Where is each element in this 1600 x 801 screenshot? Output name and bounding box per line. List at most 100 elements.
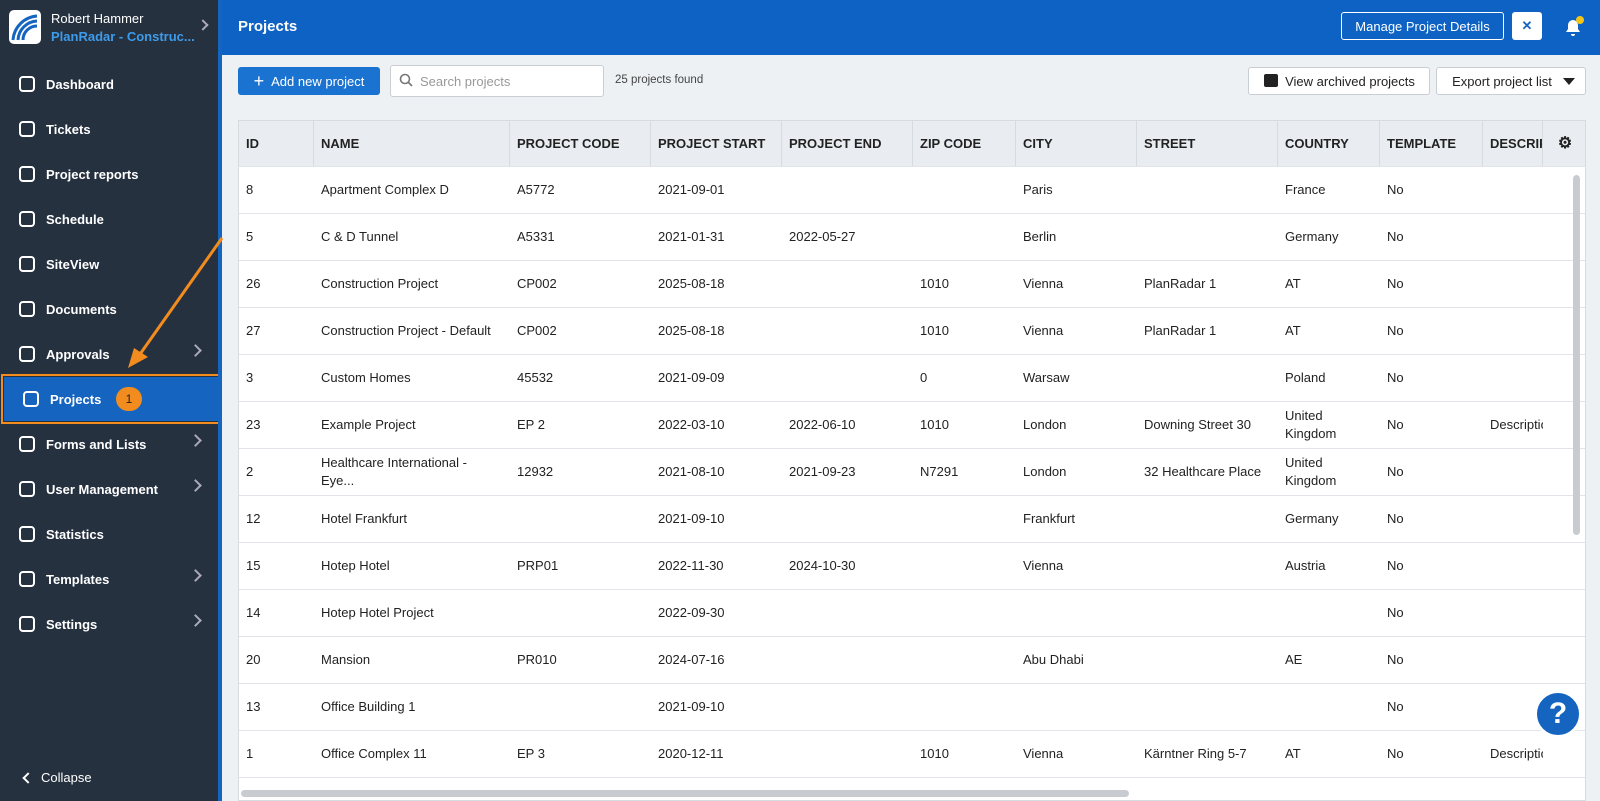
nav-item[interactable]: Forms and Lists (0, 422, 222, 466)
table-cell: 2021-09-01 (658, 182, 725, 197)
table-cell (1137, 637, 1278, 683)
table-row[interactable]: 3 Custom Homes 45532 2021-09-09 0 Warsaw Polan… (239, 355, 1585, 402)
column-header[interactable]: ZIP CODE (913, 121, 1016, 166)
nav-item[interactable]: Templates (0, 557, 222, 601)
nav-item[interactable]: Settings (0, 602, 222, 646)
table-cell: 2024-07-16 (658, 652, 725, 667)
table-header: ID NAME PROJECT CODE PROJECT START PROJECT E… (239, 121, 1585, 167)
divider (218, 0, 222, 801)
table-cell (782, 167, 913, 213)
column-header[interactable]: PROJECT START (651, 121, 782, 166)
table-cell: A5772 (517, 182, 555, 197)
nav-item[interactable]: Projects 1 (1, 374, 221, 424)
search-box[interactable]: Search projects (390, 65, 604, 97)
annotation (128, 237, 224, 368)
table-cell: 14 (246, 605, 261, 620)
export-caret (1563, 78, 1575, 91)
nav-badge: 1 (116, 387, 142, 411)
table-cell: No (1387, 511, 1404, 526)
table-row[interactable]: 2 Healthcare International - Eye... 12932 2… (239, 449, 1585, 496)
table-cell (913, 496, 1016, 542)
table-cell: Construction Project - Default (321, 323, 491, 338)
table-cell: 1010 (920, 276, 949, 291)
nav-item[interactable]: User Management (0, 467, 222, 511)
table-cell (1278, 684, 1380, 730)
table-cell: London (1023, 417, 1067, 432)
table-cell: Berlin (1023, 229, 1057, 244)
table-cell: C & D Tunnel (321, 229, 399, 244)
table-row[interactable]: 8 Apartment Complex D A5772 2021-09-01 Paris… (239, 167, 1585, 214)
table-cell: 12932 (517, 464, 554, 479)
table-cell: No (1387, 229, 1404, 244)
table-cell: AT (1285, 323, 1301, 338)
nav-item[interactable]: Tickets (0, 107, 222, 151)
table-row[interactable]: 13 Office Building 1 2021-09-10 No (239, 684, 1585, 731)
table-row[interactable]: 23 Example Project EP 2 2022-03-10 2022-06-1… (239, 402, 1585, 449)
add-project-button[interactable]: + Add new project (238, 67, 380, 95)
column-header[interactable]: DESCRIPTION (1483, 121, 1543, 166)
table-row[interactable]: 5 C & D Tunnel A5331 2021-01-31 2022-05-27 Be… (239, 214, 1585, 261)
table-row[interactable]: 1 Office Complex 11 EP 3 2020-12-11 1010 Vien… (239, 731, 1585, 778)
table-row[interactable]: 27 Construction Project - Default CP002 202… (239, 308, 1585, 355)
table-row[interactable]: 12 Hotel Frankfurt 2021-09-10 Frankfurt Germ… (239, 496, 1585, 543)
table-cell (782, 590, 913, 636)
table-cell (1137, 496, 1278, 542)
v-scrollbar (1573, 175, 1580, 535)
table-cell (1483, 496, 1543, 542)
table-row[interactable]: 15 Hotep Hotel PRP01 2022-11-30 2024-10-30 Vi… (239, 543, 1585, 590)
nav-label: Schedule (46, 211, 104, 227)
nav-icon (19, 256, 35, 272)
help-button[interactable]: ? (1534, 690, 1582, 738)
column-header[interactable]: ID (239, 121, 314, 166)
table-cell (913, 637, 1016, 683)
table-cell: 2022-09-30 (658, 605, 725, 620)
nav-item[interactable]: Schedule (0, 197, 222, 241)
column-header[interactable]: PROJECT CODE (510, 121, 651, 166)
export-button[interactable]: Export project list (1436, 67, 1586, 95)
table-cell: No (1387, 323, 1404, 338)
archived-button[interactable]: View archived projects (1248, 67, 1430, 95)
manage-button[interactable]: Manage Project Details (1341, 12, 1504, 40)
nav-item[interactable]: Approvals (0, 332, 222, 376)
table-cell (1483, 214, 1543, 260)
table-cell: Mansion (321, 652, 371, 667)
table-row[interactable]: 20 Mansion PR010 2024-07-16 Abu Dhabi AE No (239, 637, 1585, 684)
table-cell: 2 (246, 464, 254, 479)
app-icon[interactable]: ✕ (1512, 12, 1542, 40)
table-cell: 2024-10-30 (789, 558, 856, 573)
column-header[interactable]: CITY (1016, 121, 1137, 166)
table-cell: 15 (246, 558, 261, 573)
settings-icon[interactable]: ⚙ (1543, 121, 1585, 166)
table-cell: 45532 (517, 370, 554, 385)
table-cell (782, 731, 913, 777)
nav-item[interactable]: Documents (0, 287, 222, 331)
table-cell: 1010 (920, 746, 949, 761)
result-count: 25 projects found (615, 74, 704, 86)
column-header[interactable]: NAME (314, 121, 510, 166)
collapse[interactable]: Collapse (41, 770, 92, 785)
table-cell: Kärntner Ring 5-7 (1144, 746, 1247, 761)
table-row[interactable]: 26 Construction Project CP002 2025-08-18 101… (239, 261, 1585, 308)
column-header[interactable]: PROJECT END (782, 121, 913, 166)
nav-label: Statistics (46, 526, 104, 542)
table-row[interactable]: 14 Hotep Hotel Project 2022-09-30 No (239, 590, 1585, 637)
nav-item[interactable]: Statistics (0, 512, 222, 556)
column-header[interactable]: COUNTRY (1278, 121, 1380, 166)
nav-label: Dashboard (46, 76, 114, 92)
nav-item[interactable]: SiteView (0, 242, 222, 286)
table-cell: No (1387, 276, 1404, 291)
table-cell: No (1387, 370, 1404, 385)
nav-item[interactable]: Dashboard (0, 62, 222, 106)
table-cell (913, 684, 1016, 730)
nav-item[interactable]: Project reports (0, 152, 222, 196)
company-name[interactable]: PlanRadar - Construc... (51, 29, 195, 44)
table-cell: Description (1490, 417, 1543, 432)
table-cell: 3 (246, 370, 254, 385)
projects-table: ID NAME PROJECT CODE PROJECT START PROJECT E… (238, 120, 1586, 801)
table-cell (913, 167, 1016, 213)
table-cell: 2021-09-10 (658, 699, 725, 714)
column-header[interactable]: TEMPLATE (1380, 121, 1483, 166)
table-cell (1137, 590, 1278, 636)
column-header[interactable]: STREET (1137, 121, 1278, 166)
notifications[interactable] (1562, 16, 1584, 38)
